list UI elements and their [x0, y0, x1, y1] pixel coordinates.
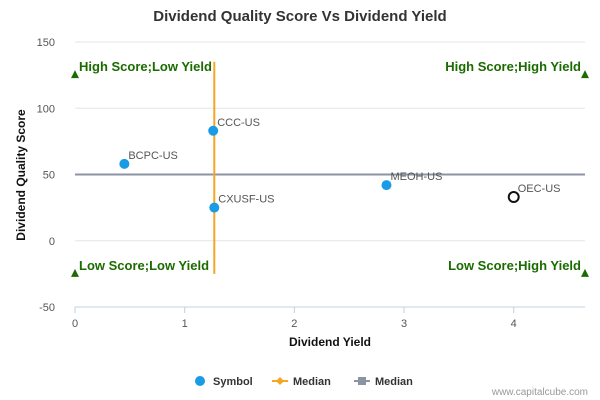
y-ticks: 150 100 50 0 -50: [37, 37, 55, 314]
point-label: CCC-US: [217, 117, 260, 129]
x-axis-title: Dividend Yield: [289, 335, 371, 349]
quadrant-marker: [581, 70, 589, 79]
quadrant-label-top-right: High Score;High Yield: [445, 59, 581, 74]
y-tick-label: 150: [37, 37, 55, 49]
x-ticks: 0 1 2 3 4: [72, 307, 517, 330]
legend: Symbol Median Median: [195, 376, 413, 388]
credit-text: www.capitalcube.com: [491, 387, 588, 398]
legend-circle-icon: [195, 376, 205, 386]
quadrant-label-bottom-right: Low Score;High Yield: [448, 258, 581, 273]
y-tick-label: 50: [43, 170, 55, 182]
legend-label: Median: [375, 376, 413, 388]
legend-diamond-icon: [276, 377, 284, 385]
legend-item[interactable]: Median: [354, 376, 413, 388]
data-point: [507, 191, 520, 204]
x-tick-label: 3: [401, 318, 407, 330]
data-point: [119, 158, 130, 169]
data-points: BCPC-US CCC-US CXUSF-US MEOH-US OEC-US: [119, 117, 560, 213]
quadrant-marker: [71, 268, 79, 277]
chart-title: Dividend Quality Score Vs Dividend Yield: [153, 8, 446, 25]
median-lines: [75, 61, 585, 274]
y-tick-label: 0: [49, 236, 55, 248]
legend-label: Median: [293, 376, 331, 388]
x-tick-label: 2: [291, 318, 297, 330]
x-tick-label: 4: [511, 318, 517, 330]
data-point: [209, 202, 220, 213]
legend-square-icon: [358, 377, 366, 385]
legend-label: Symbol: [213, 376, 253, 388]
quadrant-marker: [71, 70, 79, 79]
legend-item[interactable]: Median: [272, 376, 331, 388]
x-tick-label: 0: [72, 318, 78, 330]
point-label: MEOH-US: [390, 171, 442, 183]
point-label: BCPC-US: [128, 150, 178, 162]
point-label: CXUSF-US: [218, 194, 274, 206]
x-tick-label: 1: [182, 318, 188, 330]
y-tick-label: -50: [39, 302, 55, 314]
point-label: OEC-US: [518, 183, 561, 195]
y-axis-title: Dividend Quality Score: [14, 109, 28, 241]
legend-item[interactable]: Symbol: [195, 376, 253, 388]
quadrant-labels: High Score;Low Yield High Score;High Yiel…: [71, 59, 589, 277]
data-point: [208, 125, 219, 136]
data-point: [381, 180, 392, 191]
quadrant-marker: [581, 268, 589, 277]
quadrant-label-top-left: High Score;Low Yield: [79, 59, 212, 74]
y-tick-label: 100: [37, 103, 55, 115]
quadrant-label-bottom-left: Low Score;Low Yield: [79, 258, 209, 273]
